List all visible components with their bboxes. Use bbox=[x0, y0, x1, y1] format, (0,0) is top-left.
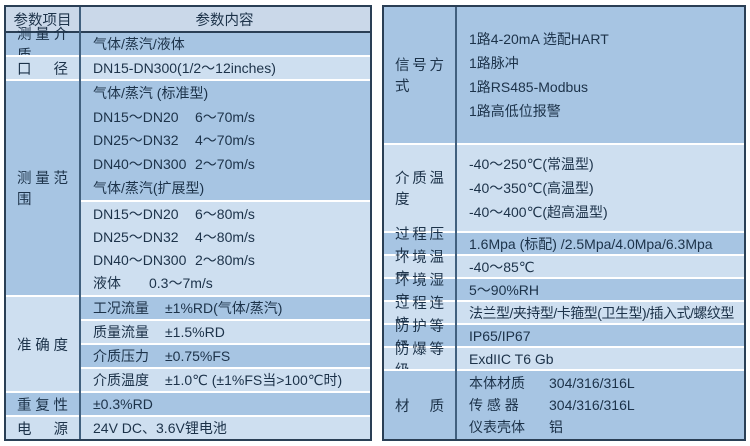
header-cell-param-name: 参数项目 bbox=[13, 12, 72, 29]
row-ambient-temperature: 环境温度 -40～85℃ bbox=[384, 250, 744, 287]
cell-multiline: -40～250℃(常温型) -40～350℃(高温型) -40～400℃(超高温… bbox=[455, 145, 744, 231]
cell-value: 5～90%RH bbox=[469, 281, 540, 298]
section-material: 材 质 本体材质 304/316/316L 传 感 器 304/316/316L 仪… bbox=[384, 371, 744, 439]
row-separator bbox=[384, 277, 744, 279]
row-separator bbox=[384, 300, 744, 302]
row-label: 测量介质 bbox=[17, 27, 68, 64]
row-separator bbox=[384, 143, 744, 145]
row-separator bbox=[384, 369, 744, 371]
spec-table-right: 信号方式 1路4-20mA 选配HART 1路脉冲 1路RS485-Modbus… bbox=[382, 5, 746, 441]
range-line: DN25～DN32 4～80m/s bbox=[93, 228, 255, 245]
header-cell-param-content: 参数内容 bbox=[195, 12, 254, 29]
row-label: 介质温度 bbox=[395, 171, 444, 208]
row-label: 测量范围 bbox=[6, 81, 79, 295]
temp-line: -40～250℃(常温型) bbox=[469, 156, 594, 172]
material-line: 本体材质 304/316/316L bbox=[469, 375, 635, 391]
cell-value: 1.6Mpa (标配) /2.5Mpa/4.0Mpa/6.3Mpa bbox=[469, 235, 713, 252]
row-label: 口 径 bbox=[17, 61, 68, 78]
row-separator bbox=[6, 295, 370, 297]
section-medium-temperature: 介质温度 -40～250℃(常温型) -40～350℃(高温型) -40～400… bbox=[384, 145, 744, 231]
row-explosion-proof-rating: 防爆等级 ExdIIC T6 Gb bbox=[384, 341, 744, 379]
signal-line: 1路4-20mA 选配HART bbox=[469, 31, 609, 47]
row-separator bbox=[384, 254, 744, 256]
row-label: 准确度 bbox=[6, 297, 79, 391]
range-line: DN40～DN300 2～70m/s bbox=[93, 156, 255, 173]
cell-multiline: 1路4-20mA 选配HART 1路脉冲 1路RS485-Modbus 1路高低… bbox=[455, 7, 744, 143]
column-divider bbox=[79, 7, 81, 439]
row-ambient-humidity: 环境湿度 5～90%RH bbox=[384, 273, 744, 310]
section-accuracy: 准确度 工况流量 ±1%RD(气体/蒸汽) 质量流量 ±1.5%RD 介质压力 ±0.… bbox=[6, 297, 370, 391]
material-line: 传 感 器 304/316/316L bbox=[469, 397, 635, 413]
row-separator bbox=[79, 343, 370, 345]
row-separator bbox=[6, 55, 370, 57]
signal-line: 1路RS485-Modbus bbox=[469, 79, 589, 95]
accuracy-row: 介质温度 ±1.0℃ (±1%FS当>100℃时) bbox=[79, 369, 370, 391]
row-label: 重复性 bbox=[17, 397, 68, 414]
row-measuring-medium: 测量介质 气体/蒸汽/液体 bbox=[6, 27, 370, 64]
row-protection-rating: 防护等级 IP65/IP67 bbox=[384, 319, 744, 356]
cell-value: 法兰型/夹持型/卡箍型(卫生型)/插入式/螺纹型 bbox=[469, 304, 734, 321]
row-separator bbox=[6, 391, 370, 393]
row-separator bbox=[6, 79, 370, 81]
range-line: 气体/蒸汽(扩展型) bbox=[93, 180, 205, 197]
row-process-connection: 过程连接 法兰型/夹持型/卡箍型(卫生型)/插入式/螺纹型 bbox=[384, 296, 744, 333]
cell-value: 气体/蒸汽/液体 bbox=[93, 36, 185, 52]
row-separator bbox=[384, 323, 744, 325]
row-label: 防爆等级 bbox=[395, 341, 444, 379]
row-power-supply: 电 源 24V DC、3.6V锂电池 bbox=[6, 417, 370, 439]
band-separator bbox=[79, 200, 370, 202]
range-band-extended: DN15～DN20 6～80m/s DN25～DN32 4～80m/s DN40～D… bbox=[79, 202, 370, 295]
signal-line: 1路脉冲 bbox=[469, 55, 519, 71]
cell-value: DN15-DN300(1/2～12inches) bbox=[93, 60, 276, 76]
row-separator bbox=[384, 346, 744, 348]
temp-line: -40～400℃(超高温型) bbox=[469, 204, 608, 220]
row-separator bbox=[6, 415, 370, 417]
range-line: DN15～DN20 6～70m/s bbox=[93, 108, 255, 125]
row-separator bbox=[79, 367, 370, 369]
material-line: 仪表壳体铝 bbox=[469, 419, 563, 435]
accuracy-row: 质量流量 ±1.5%RD bbox=[79, 321, 370, 343]
section-signal-type: 信号方式 1路4-20mA 选配HART 1路脉冲 1路RS485-Modbus… bbox=[384, 7, 744, 143]
cell-multiline: 本体材质 304/316/316L 传 感 器 304/316/316L 仪表壳体铝 bbox=[455, 371, 744, 439]
range-line-liquid: 液体 0.3～7m/s bbox=[93, 275, 213, 292]
cell-value: -40～85℃ bbox=[469, 258, 535, 275]
signal-line: 1路高低位报警 bbox=[469, 103, 561, 119]
temp-line: -40～350℃(高温型) bbox=[469, 180, 594, 196]
cell-value: ExdIIC T6 Gb bbox=[469, 350, 554, 367]
row-repeatability: 重复性 ±0.3%RD bbox=[6, 393, 370, 415]
section-measuring-range: 测量范围 气体/蒸汽 (标准型) DN15～DN20 6～70m/s DN25～D… bbox=[6, 81, 370, 295]
row-label: 材 质 bbox=[395, 398, 444, 415]
column-divider bbox=[455, 7, 457, 439]
spec-table-left: 参数项目 参数内容 测量介质 气体/蒸汽/液体 口 径 DN15-DN300(1… bbox=[4, 5, 372, 441]
range-line: DN25～DN32 4～70m/s bbox=[93, 132, 255, 149]
row-label: 电 源 bbox=[17, 421, 68, 438]
header-underline bbox=[6, 31, 370, 33]
row-separator bbox=[384, 231, 744, 233]
range-line: 气体/蒸汽 (标准型) bbox=[93, 84, 209, 101]
row-label: 信号方式 bbox=[395, 58, 444, 95]
table-header-row: 参数项目 参数内容 bbox=[6, 7, 370, 31]
row-diameter: 口 径 DN15-DN300(1/2～12inches) bbox=[6, 57, 370, 79]
range-line: DN40～DN300 2～80m/s bbox=[93, 252, 255, 269]
range-line: DN15～DN20 6～80m/s bbox=[93, 205, 255, 222]
accuracy-row: 工况流量 ±1%RD(气体/蒸汽) bbox=[79, 297, 370, 319]
cell-value: ±0.3%RD bbox=[93, 396, 153, 412]
cell-value: IP65/IP67 bbox=[469, 327, 531, 344]
accuracy-row: 介质压力 ±0.75%FS bbox=[79, 345, 370, 367]
cell-value: 24V DC、3.6V锂电池 bbox=[93, 420, 227, 436]
range-band-standard: 气体/蒸汽 (标准型) DN15～DN20 6～70m/s DN25～DN32 4～… bbox=[79, 81, 370, 200]
row-separator bbox=[79, 319, 370, 321]
